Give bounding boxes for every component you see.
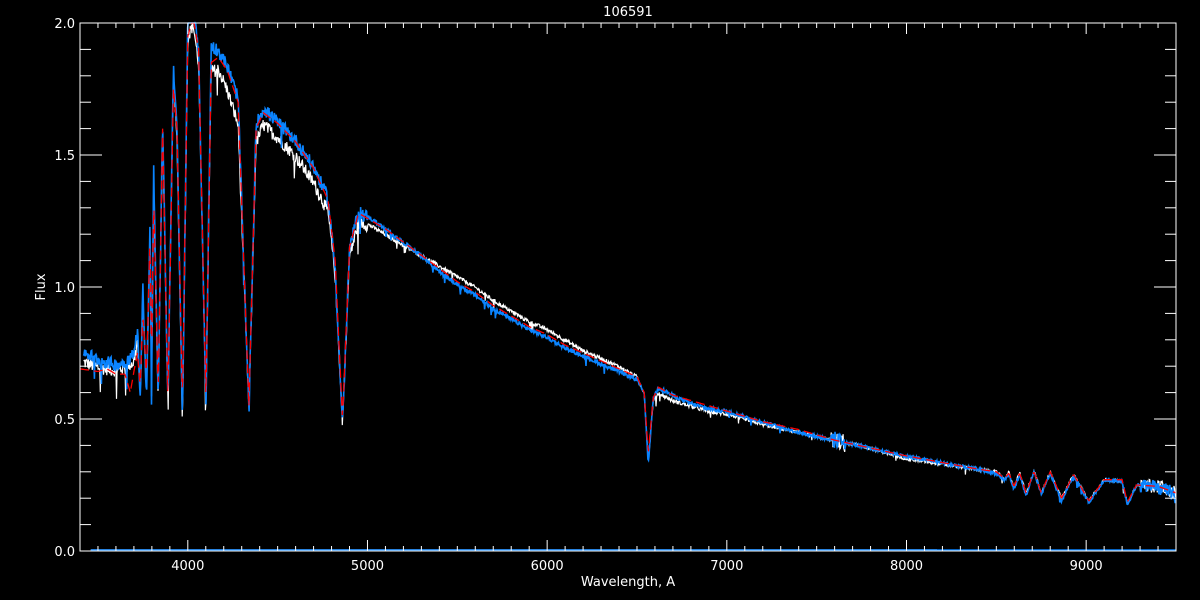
- y-tick-label: 1.5: [54, 149, 75, 164]
- observed-spectrum-blue: [82, 21, 1177, 506]
- chart-title: 106591: [603, 5, 653, 20]
- x-tick-label: 6000: [531, 559, 564, 574]
- model-spectrum-red: [79, 22, 1177, 503]
- y-tick-label: 0.0: [54, 545, 75, 560]
- x-tick-label: 9000: [1070, 559, 1103, 574]
- x-tick-label: 7000: [710, 559, 743, 574]
- axes-layer: 4000 5000 6000 7000 8000 9000 0.0 0.5 1.0 1.5 2.0: [54, 17, 1177, 574]
- series-layer: [79, 21, 1177, 551]
- y-axis-label: Flux: [34, 273, 49, 300]
- x-tick-label: 4000: [171, 559, 204, 574]
- y-tick-label: 1.0: [54, 281, 75, 296]
- x-tick-label: 8000: [890, 559, 923, 574]
- y-tick-label: 0.5: [54, 413, 75, 428]
- y-tick-label: 2.0: [54, 17, 75, 32]
- x-tick-label: 5000: [351, 559, 384, 574]
- x-axis-label: Wavelength, A: [581, 575, 675, 590]
